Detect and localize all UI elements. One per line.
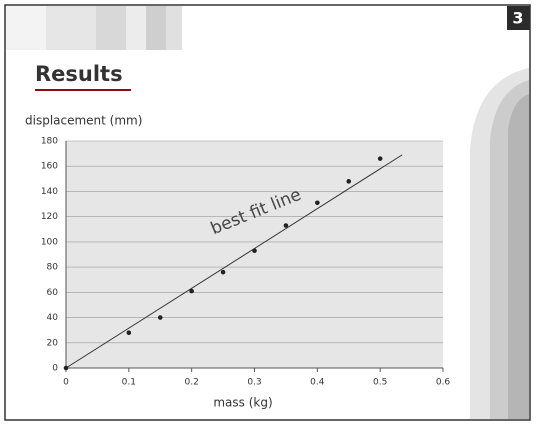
y-tick-label: 80 <box>47 263 59 273</box>
x-axis-label: mass (kg) <box>213 396 272 410</box>
y-tick-label: 100 <box>41 237 58 247</box>
side-decoration <box>470 68 529 419</box>
data-point <box>221 270 226 275</box>
data-point <box>284 223 289 228</box>
data-point <box>189 289 194 294</box>
data-point <box>346 179 351 184</box>
y-tick-label: 180 <box>41 137 58 147</box>
x-tick-label: 0 <box>63 378 69 388</box>
y-tick-label: 140 <box>41 187 58 197</box>
y-tick-label: 160 <box>41 162 58 172</box>
y-tick-label: 20 <box>47 338 59 348</box>
data-point <box>252 248 257 253</box>
data-point <box>315 200 320 205</box>
x-tick-label: 0.1 <box>122 378 136 388</box>
y-axis-label: displacement (mm) <box>25 114 142 128</box>
slide-heading: Results <box>35 62 123 86</box>
y-tick-label: 60 <box>47 288 59 298</box>
data-point <box>127 330 132 335</box>
data-point <box>158 315 163 320</box>
plot-area <box>66 141 443 368</box>
x-tick-label: 0.6 <box>436 378 451 388</box>
y-tick-label: 0 <box>52 364 58 374</box>
x-tick-label: 0.3 <box>247 378 261 388</box>
slide: 3 Results displacement (mm) mass (kg) 0 2… <box>0 0 538 425</box>
data-point <box>378 156 383 161</box>
corner-decoration <box>6 6 182 50</box>
page-number: 3 <box>512 9 523 28</box>
x-tick-label: 0.2 <box>185 378 199 388</box>
y-tick-label: 40 <box>47 313 59 323</box>
y-tick-label: 120 <box>41 212 58 222</box>
x-tick-label: 0.4 <box>310 378 325 388</box>
data-point <box>64 366 69 371</box>
x-tick-label: 0.5 <box>373 378 387 388</box>
